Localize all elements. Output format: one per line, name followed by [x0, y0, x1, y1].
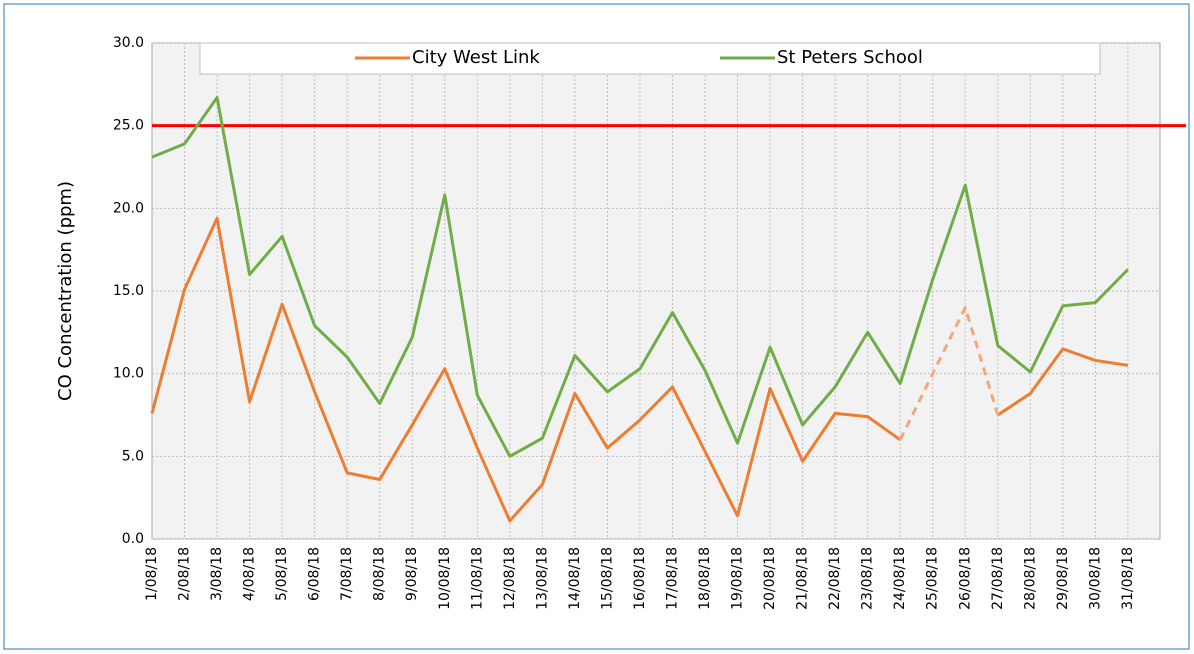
- x-tick-label: 17/08/18: [664, 547, 680, 610]
- x-tick-label: 14/08/18: [567, 547, 583, 610]
- y-tick-label: 15.0: [113, 283, 144, 299]
- x-tick-label: 21/08/18: [795, 547, 811, 610]
- x-tick-label: 8/08/18: [372, 547, 388, 601]
- x-tick-label: 2/08/18: [177, 547, 193, 601]
- x-tick-label: 4/08/18: [242, 547, 258, 601]
- x-tick-label: 23/08/18: [860, 547, 876, 610]
- x-tick-label: 30/08/18: [1087, 547, 1103, 610]
- x-tick-label: 22/08/18: [827, 547, 843, 610]
- x-tick-label: 10/08/18: [437, 547, 453, 610]
- y-tick-label: 0.0: [122, 531, 144, 547]
- x-tick-label: 16/08/18: [632, 547, 648, 610]
- y-tick-label: 5.0: [122, 448, 144, 464]
- y-tick-label: 25.0: [113, 118, 144, 134]
- x-tick-label: 29/08/18: [1055, 547, 1071, 610]
- x-tick-label: 24/08/18: [892, 547, 908, 610]
- legend-box: [199, 42, 1101, 75]
- y-tick-label: 20.0: [113, 200, 144, 216]
- x-tick-label: 25/08/18: [925, 547, 941, 610]
- x-tick-label: 31/08/18: [1120, 547, 1136, 610]
- y-tick-label: 10.0: [113, 366, 144, 382]
- x-tick-label: 3/08/18: [209, 547, 225, 601]
- x-tick-label: 11/08/18: [469, 547, 485, 610]
- legend-label: City West Link: [412, 47, 540, 68]
- x-tick-label: 1/08/18: [144, 547, 160, 601]
- x-tick-label: 13/08/18: [534, 547, 550, 610]
- x-tick-label: 12/08/18: [502, 547, 518, 610]
- series-line: [151, 96, 1129, 458]
- series-line: [898, 306, 1000, 441]
- x-tick-label: 18/08/18: [697, 547, 713, 610]
- x-tick-label: 5/08/18: [274, 547, 290, 601]
- legend-label: St Peters School: [777, 47, 923, 68]
- x-tick-label: 7/08/18: [339, 547, 355, 601]
- x-tick-label: 28/08/18: [1022, 547, 1038, 610]
- x-tick-label: 6/08/18: [307, 547, 323, 601]
- y-tick-label: 30.0: [113, 35, 144, 51]
- x-tick-label: 15/08/18: [599, 547, 615, 610]
- x-tick-label: 19/08/18: [730, 547, 746, 610]
- x-tick-label: 27/08/18: [990, 547, 1006, 610]
- series-line: [150, 216, 1129, 523]
- x-tick-label: 9/08/18: [404, 547, 420, 601]
- x-tick-label: 26/08/18: [957, 547, 973, 610]
- y-axis-label: CO Concentration (ppm): [55, 181, 76, 401]
- x-tick-label: 20/08/18: [762, 547, 778, 610]
